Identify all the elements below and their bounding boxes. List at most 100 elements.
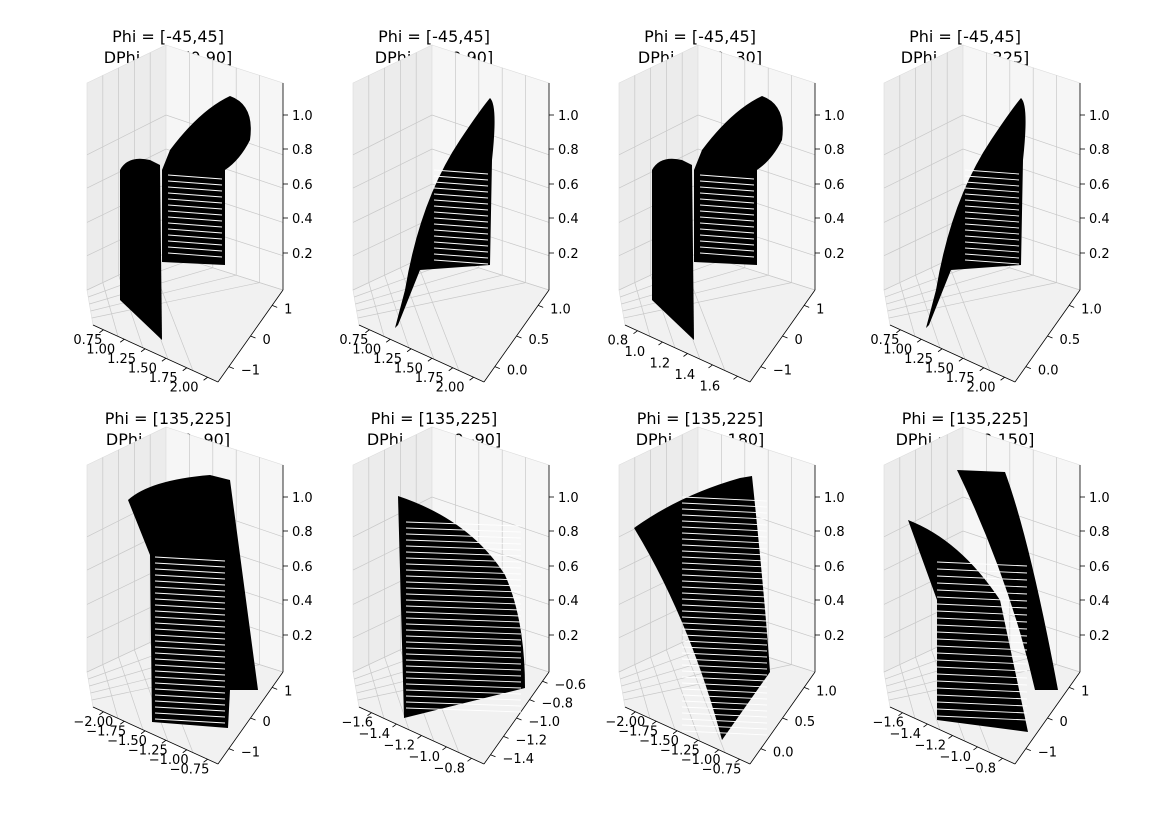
x-tick-mark xyxy=(683,353,688,357)
y-tick-mark xyxy=(760,366,766,370)
surface-stripe xyxy=(681,634,768,640)
y-tick-label: −1.0 xyxy=(529,715,561,730)
z-tick-label: 1.0 xyxy=(824,491,845,506)
surface-stripe xyxy=(154,604,226,610)
surface-stripe xyxy=(699,252,755,258)
surface-stripe xyxy=(433,247,489,253)
surface-stripe xyxy=(433,205,489,211)
surface-stripe xyxy=(681,562,768,568)
y-tick-label: 1 xyxy=(816,302,824,317)
surface-stripe xyxy=(405,653,522,659)
y-tick-label: 0 xyxy=(1060,715,1068,730)
y-tick-mark xyxy=(1069,304,1075,308)
y-tick-label: 0.5 xyxy=(1060,333,1081,348)
z-tick-label: 0.2 xyxy=(292,629,313,644)
surface-stripe xyxy=(964,205,1020,211)
surface-stripe xyxy=(936,589,1028,595)
floor-gridline xyxy=(355,267,479,305)
z-gridline xyxy=(352,148,550,189)
x-tick-mark xyxy=(120,338,125,343)
floor-gridline xyxy=(634,664,651,719)
x-tick-mark xyxy=(417,735,422,739)
z-tick-label: 0.8 xyxy=(1089,143,1110,158)
z-tick-label: 0.8 xyxy=(1089,525,1110,540)
surface-stripe xyxy=(154,640,226,646)
floor-gridline xyxy=(102,282,119,337)
surface-stripe xyxy=(681,700,768,706)
surface-stripe xyxy=(681,724,768,730)
y-tick-mark xyxy=(228,366,234,370)
surface-stripe xyxy=(681,694,768,700)
floor-gridline xyxy=(931,267,966,360)
y-tick-label: −1 xyxy=(1038,746,1057,761)
surface-stripe xyxy=(405,635,522,641)
surface-stripe xyxy=(936,659,1028,665)
x-tick-mark xyxy=(658,341,663,346)
surface-stripe xyxy=(154,610,226,616)
surface-stripe xyxy=(405,677,522,683)
floor-gridline xyxy=(623,282,792,319)
surface-stripe xyxy=(154,670,226,676)
x-tick-label: 1.75 xyxy=(946,371,975,386)
y-tick-label: 1.0 xyxy=(816,684,837,699)
surface-stripe xyxy=(405,581,522,587)
surface-stripe xyxy=(405,647,522,653)
x-tick-mark xyxy=(467,757,472,762)
surface-stripe xyxy=(405,707,522,713)
surface-stripe xyxy=(964,259,1020,265)
x-tick-mark xyxy=(633,330,638,335)
surface-stripe xyxy=(699,240,755,246)
z-tick-label: 0.4 xyxy=(558,594,579,609)
y-tick-mark xyxy=(228,748,234,752)
surface-stripe xyxy=(405,659,522,665)
x-tick-mark xyxy=(392,723,397,728)
subplot-8: Phi = [135,225]DPhi = [210,150]0.20.40.6… xyxy=(873,409,1110,776)
surface-stripe xyxy=(154,598,226,604)
x-tick-label: 1.50 xyxy=(925,361,954,376)
subplot-title-line1: Phi = [135,225] xyxy=(902,409,1028,428)
surface-stripe xyxy=(405,629,522,635)
surface-stripe xyxy=(154,712,226,718)
floor-gridline xyxy=(915,275,941,348)
x-tick-mark xyxy=(427,357,433,362)
y-tick-label: −1.4 xyxy=(503,752,535,767)
y-tick-mark xyxy=(490,754,496,758)
x-tick-label: −1.0 xyxy=(409,750,441,765)
surface-stripe xyxy=(964,235,1020,241)
x-tick-label: 1.25 xyxy=(904,352,933,367)
surface-stripe xyxy=(433,229,489,235)
y-tick-label: −1 xyxy=(241,746,260,761)
surface-stripe xyxy=(405,665,522,671)
z-tick-label: 0.6 xyxy=(558,560,579,575)
x-tick-label: 1.75 xyxy=(149,371,178,386)
surface-stripe xyxy=(964,241,1020,247)
x-axis-line xyxy=(889,324,1016,383)
z-tick-label: 1.0 xyxy=(292,491,313,506)
subplot-title-line1: Phi = [135,225] xyxy=(371,409,497,428)
subplot-6: Phi = [135,225]DPhi = [210,-90]0.20.40.6… xyxy=(342,409,587,776)
surface-stripe xyxy=(681,730,768,736)
surface-stripe xyxy=(681,604,768,610)
x-tick-label: −1.25 xyxy=(128,743,168,758)
z-tick-label: 0.2 xyxy=(558,629,579,644)
x-tick-mark xyxy=(923,723,928,728)
surface-stripe xyxy=(699,174,755,180)
x-tick-label: −1.4 xyxy=(359,727,391,742)
surface-stripe xyxy=(681,496,768,502)
z-tick-label: 0.6 xyxy=(292,560,313,575)
subplot-title-line1: Phi = [-45,45] xyxy=(644,27,756,46)
x-tick-label: −1.4 xyxy=(890,727,922,742)
y-tick-label: −1 xyxy=(241,364,260,379)
x-tick-label: −1.75 xyxy=(86,724,126,739)
surface-stripe xyxy=(405,545,522,551)
surface-stripe xyxy=(154,676,226,682)
z-gridline xyxy=(352,496,550,538)
surface-stripe xyxy=(699,204,755,210)
surface-stripe xyxy=(681,502,768,508)
y-tick-mark xyxy=(1047,717,1053,721)
surface-stripe xyxy=(964,181,1020,187)
y-tick-mark xyxy=(804,686,810,690)
surface-stripe xyxy=(681,568,768,574)
x-tick-mark xyxy=(406,348,412,353)
y-tick-mark xyxy=(529,699,535,702)
